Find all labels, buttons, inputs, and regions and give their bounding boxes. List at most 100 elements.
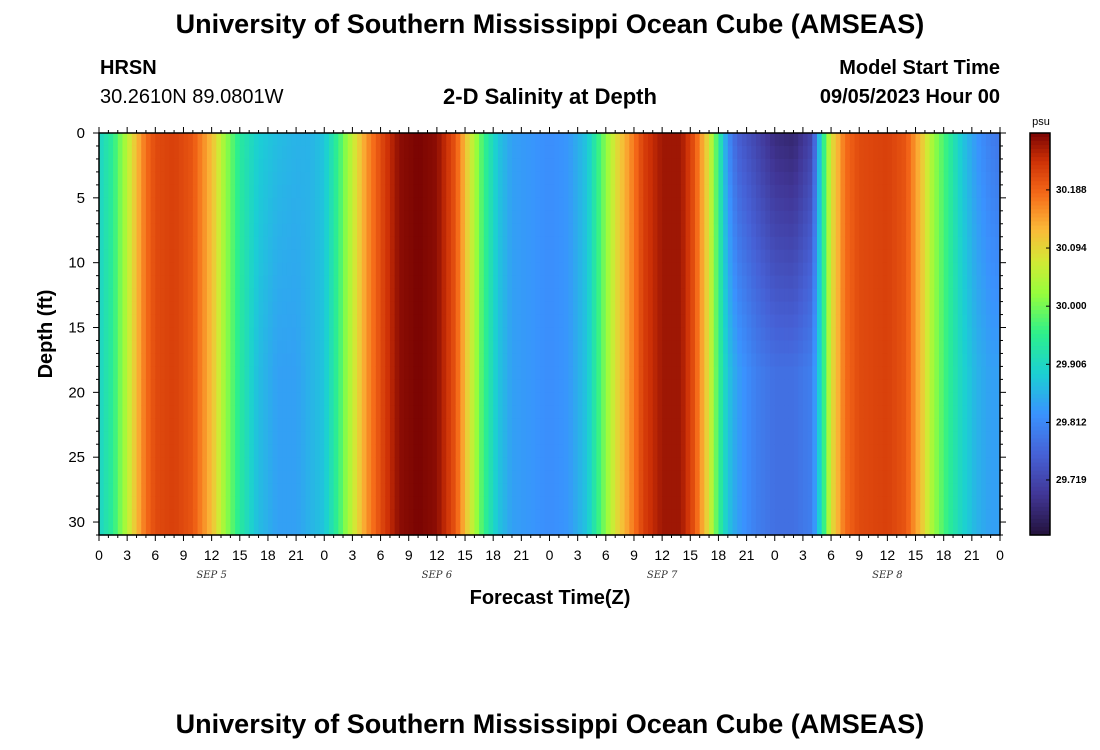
heatmap-cell (788, 158, 795, 173)
heatmap-cell (136, 444, 142, 458)
heatmap-cell (164, 158, 170, 173)
heatmap-cell (657, 301, 663, 316)
heatmap-cell (314, 171, 321, 186)
heatmap-cell (699, 483, 705, 497)
heatmap-cell (169, 353, 175, 368)
heatmap-cell (277, 366, 283, 380)
heatmap-cell (849, 197, 856, 212)
heatmap-cell (610, 379, 616, 393)
heatmap-cell (849, 470, 856, 484)
heatmap-cell (493, 405, 499, 419)
heatmap-cell (174, 392, 180, 406)
heatmap-cell (723, 314, 729, 329)
heatmap-cell (535, 158, 541, 173)
heatmap-cell (526, 288, 532, 303)
heatmap-cell (676, 431, 682, 445)
heatmap-cell (765, 275, 771, 290)
heatmap-cell (671, 496, 677, 510)
heatmap-cell (244, 379, 250, 393)
heatmap-cell (113, 392, 119, 406)
heatmap-cell (840, 418, 846, 432)
heatmap-cell (493, 327, 499, 342)
heatmap-cell (554, 379, 560, 393)
heatmap-cell (746, 301, 752, 316)
heatmap-cell (230, 249, 236, 264)
heatmap-cell (286, 483, 292, 497)
heatmap-cell (380, 184, 386, 199)
heatmap-cell (568, 340, 574, 355)
heatmap-cell (530, 133, 537, 147)
heatmap-cell (770, 249, 776, 264)
heatmap-cell (263, 444, 269, 458)
heatmap-cell (662, 314, 668, 329)
heatmap-cell (310, 158, 316, 173)
heatmap-cell (662, 392, 668, 406)
heatmap-cell (563, 171, 569, 186)
heatmap-cell (784, 522, 790, 536)
heatmap-cell (375, 457, 382, 471)
heatmap-cell (483, 340, 490, 355)
heatmap-cell (164, 340, 170, 355)
heatmap-cell (221, 184, 227, 199)
heatmap-cell (324, 327, 330, 342)
heatmap-cell (277, 275, 283, 290)
heatmap-cell (582, 171, 588, 186)
heatmap-cell (389, 158, 396, 173)
heatmap-cell (399, 249, 405, 264)
heatmap-cell (577, 444, 583, 458)
heatmap-cell (455, 158, 461, 173)
heatmap-cell (511, 197, 518, 212)
heatmap-cell (155, 522, 161, 536)
heatmap-cell (450, 236, 457, 251)
heatmap-cell (324, 197, 330, 212)
heatmap-cell (122, 431, 128, 445)
heatmap-cell (554, 236, 560, 251)
heatmap-cell (479, 418, 485, 432)
heatmap-cell (394, 522, 400, 536)
heatmap-cell (666, 366, 673, 380)
heatmap-cell (831, 158, 837, 173)
heatmap-cell (385, 171, 391, 186)
heatmap-cell (319, 223, 325, 238)
heatmap-cell (394, 509, 400, 523)
heatmap-cell (671, 133, 677, 147)
heatmap-cell (690, 275, 696, 290)
heatmap-cell (221, 444, 227, 458)
heatmap-cell (540, 171, 546, 186)
heatmap-cell (399, 145, 405, 160)
heatmap-cell (310, 171, 316, 186)
heatmap-cell (169, 496, 175, 510)
heatmap-cell (178, 210, 185, 225)
heatmap-cell (230, 444, 236, 458)
heatmap-cell (338, 223, 344, 238)
heatmap-cell (249, 301, 255, 316)
heatmap-cell (310, 431, 316, 445)
heatmap-cell (131, 431, 138, 445)
heatmap-cell (704, 496, 710, 510)
heatmap-cell (540, 223, 546, 238)
heatmap-cell (418, 314, 424, 329)
heatmap-cell (352, 327, 358, 342)
heatmap-cell (798, 249, 804, 264)
heatmap-cell (108, 288, 114, 303)
heatmap-cell (723, 223, 729, 238)
heatmap-cell (150, 145, 156, 160)
heatmap-cell (765, 262, 771, 277)
heatmap-cell (699, 301, 705, 316)
heatmap-cell (662, 197, 668, 212)
heatmap-cell (633, 314, 640, 329)
heatmap-cell (277, 197, 283, 212)
heatmap-cell (418, 496, 424, 510)
heatmap-cell (436, 301, 443, 316)
heatmap-cell (450, 392, 457, 406)
heatmap-cell (235, 366, 241, 380)
heatmap-cell (150, 457, 156, 471)
heatmap-cell (784, 210, 790, 225)
heatmap-cell (338, 327, 344, 342)
heatmap-cell (103, 392, 109, 406)
heatmap-cell (737, 405, 743, 419)
heatmap-cell (582, 522, 588, 536)
heatmap-cell (802, 431, 809, 445)
heatmap-cell (178, 483, 185, 497)
heatmap-cell (122, 145, 128, 160)
